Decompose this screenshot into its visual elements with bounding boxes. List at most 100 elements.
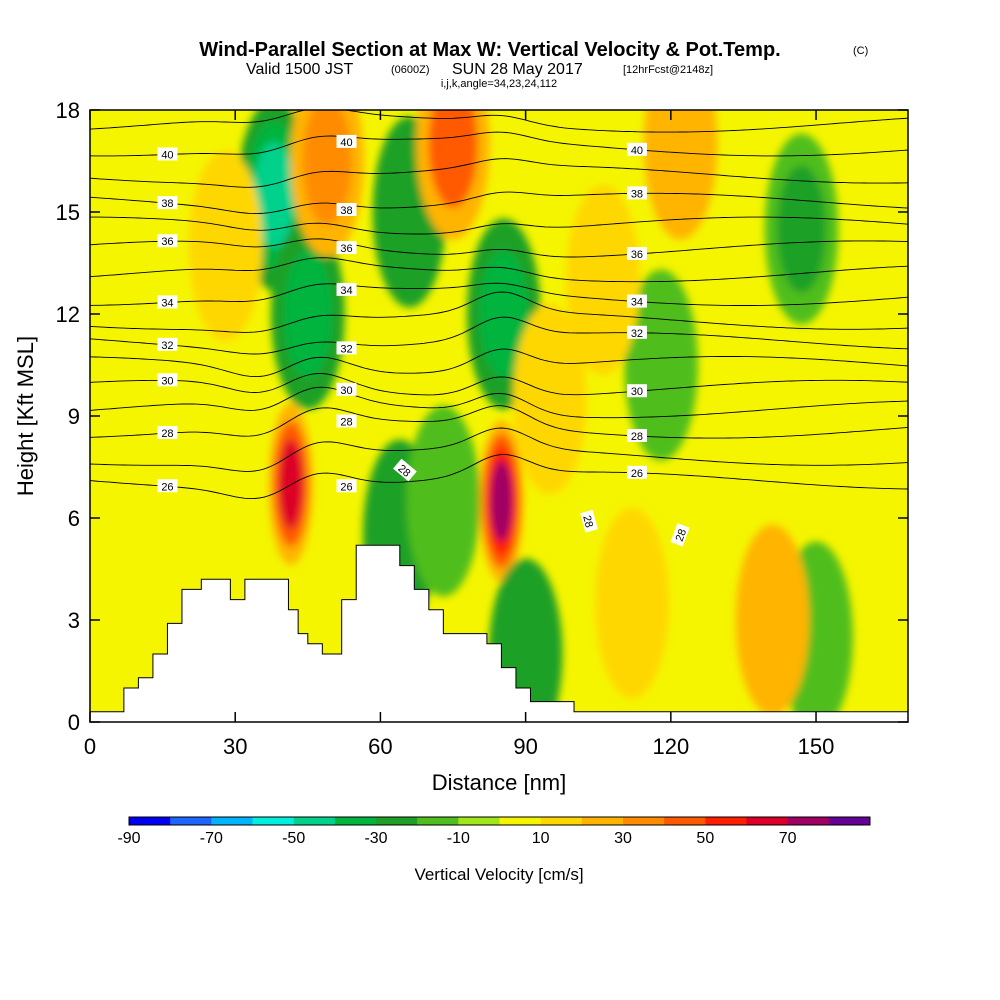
colorbar-segment--20 bbox=[417, 817, 459, 825]
colorbar-tick-labels: -90 -70 -50 -30 -10 10 30 50 70 bbox=[117, 830, 796, 847]
isentrope-label-40-2: 40 bbox=[626, 142, 647, 157]
colorbar-segment-80 bbox=[828, 817, 871, 825]
colorbar-segment--40 bbox=[334, 817, 377, 825]
svg-text:40: 40 bbox=[631, 145, 643, 157]
svg-text:26: 26 bbox=[631, 468, 643, 480]
colorbar-segment-10 bbox=[540, 817, 583, 825]
velocity-feature-19-ring-0 bbox=[513, 303, 587, 495]
isentrope-label-38-0: 38 bbox=[157, 196, 178, 210]
colorbar-segment--50 bbox=[293, 817, 336, 825]
isentrope-label-28-1: 28 bbox=[336, 414, 357, 428]
velocity-feature-18-ring-0 bbox=[735, 524, 810, 716]
vertical-velocity-field bbox=[188, 110, 853, 722]
isentrope-39 bbox=[90, 158, 908, 188]
copyright-mark: (C) bbox=[853, 45, 868, 57]
isentrope-label-36-2: 36 bbox=[626, 246, 647, 261]
velocity-feature-5-ring-0 bbox=[406, 405, 481, 597]
isentrope-41 bbox=[90, 110, 908, 133]
isentrope-34 bbox=[90, 282, 908, 306]
svg-text:30: 30 bbox=[161, 375, 173, 387]
svg-text:36: 36 bbox=[631, 249, 643, 261]
colorbar-segment-20 bbox=[581, 817, 624, 825]
colorbar-frame bbox=[128, 816, 871, 826]
y-tick-label-15: 15 bbox=[56, 200, 80, 225]
isentrope-label-34-2: 34 bbox=[626, 294, 647, 309]
colorbar-segment--70 bbox=[211, 817, 253, 825]
terrain-mask bbox=[90, 544, 908, 722]
colorbar-segment-0 bbox=[499, 817, 542, 825]
x-tick-label-90: 90 bbox=[513, 734, 537, 759]
isentrope-35 bbox=[90, 257, 908, 283]
isentrope-label-26-0: 26 bbox=[157, 479, 178, 493]
isentrope-label-38-1: 38 bbox=[336, 202, 357, 217]
svg-text:36: 36 bbox=[340, 243, 352, 255]
x-tick-label-0: 0 bbox=[84, 734, 96, 759]
velocity-feature-12-ring-1 bbox=[428, 110, 478, 208]
isentrope-label-36-1: 36 bbox=[336, 241, 357, 255]
colorbar-segment-70 bbox=[787, 817, 830, 825]
velocity-feature-1-ring-3 bbox=[490, 460, 513, 542]
colorbar-tick--70: -70 bbox=[200, 830, 223, 847]
subtitle-forecast: [12hrFcst@2148z] bbox=[623, 64, 713, 76]
svg-text:32: 32 bbox=[340, 343, 352, 355]
velocity-feature-3-ring-1 bbox=[283, 250, 333, 378]
svg-text:26: 26 bbox=[340, 481, 352, 493]
subtitle-date: SUN 28 May 2017 bbox=[452, 61, 583, 78]
isentrope-label-26-1: 26 bbox=[336, 479, 357, 493]
low-theta-label-1: 28 bbox=[580, 509, 598, 533]
colorbar-segment-40 bbox=[664, 817, 706, 825]
x-tick-label-150: 150 bbox=[798, 734, 835, 759]
svg-text:38: 38 bbox=[631, 188, 643, 200]
svg-text:32: 32 bbox=[161, 340, 173, 352]
subtitle-indices: i,j,k,angle=34,23,24,112 bbox=[441, 78, 557, 90]
low-theta-label-2: 28 bbox=[670, 523, 690, 547]
colorbar-segment-30 bbox=[623, 817, 665, 825]
velocity-feature-2-ring-2 bbox=[253, 141, 295, 249]
svg-text:32: 32 bbox=[631, 328, 643, 340]
x-tick-label-120: 120 bbox=[652, 734, 689, 759]
x-tick-label-30: 30 bbox=[223, 734, 247, 759]
plot-area: 26 26 26 28 28 28 30 30 30 32 32 32 34 34 34 36 36 36 38 38… bbox=[90, 110, 908, 722]
subtitle-valid: Valid 1500 JST bbox=[246, 61, 354, 78]
svg-text:30: 30 bbox=[340, 385, 352, 397]
x-tick-label-60: 60 bbox=[368, 734, 392, 759]
colorbar-tick-70: 70 bbox=[779, 830, 797, 847]
svg-text:34: 34 bbox=[340, 285, 352, 297]
svg-text:28: 28 bbox=[161, 428, 173, 440]
colorbar-tick-50: 50 bbox=[696, 830, 714, 847]
svg-text:38: 38 bbox=[161, 198, 173, 210]
velocity-feature-17-ring-0 bbox=[595, 507, 669, 699]
x-axis-title: Distance [nm] bbox=[432, 770, 567, 795]
velocity-feature-10-ring-1 bbox=[776, 165, 827, 293]
svg-text:40: 40 bbox=[340, 137, 352, 149]
isentrope-33 bbox=[90, 291, 908, 333]
svg-text:34: 34 bbox=[161, 297, 173, 309]
y-tick-label-3: 3 bbox=[68, 608, 80, 633]
isentrope-label-40-0: 40 bbox=[157, 147, 178, 161]
isentrope-label-30-0: 30 bbox=[157, 373, 178, 387]
y-tick-label-18: 18 bbox=[56, 98, 80, 123]
isentrope-label-30-1: 30 bbox=[336, 382, 357, 397]
isentrope-label-28-2: 28 bbox=[626, 429, 647, 443]
velocity-feature-16-ring-0 bbox=[643, 110, 718, 240]
isentrope-label-32-2: 32 bbox=[626, 325, 647, 340]
isentrope-label-34-1: 34 bbox=[336, 282, 357, 297]
isentrope-26 bbox=[90, 454, 908, 500]
colorbar-segment--60 bbox=[252, 817, 295, 825]
chart-title: Wind-Parallel Section at Max W: Vertical… bbox=[199, 39, 780, 61]
velocity-feature-6-ring-1 bbox=[479, 250, 529, 378]
colorbar-tick--30: -30 bbox=[364, 830, 387, 847]
isentrope-label-38-2: 38 bbox=[626, 186, 647, 200]
colorbar-segment--80 bbox=[170, 817, 212, 825]
colorbar-segment-60 bbox=[746, 817, 789, 825]
potential-temperature-contours: 26 26 26 28 28 28 30 30 30 32 32 32 34 34 34 36 36 36 38 38… bbox=[90, 110, 908, 547]
isentrope-32 bbox=[90, 316, 908, 355]
velocity-feature-0-ring-2 bbox=[278, 439, 304, 529]
velocity-feature-15-ring-0 bbox=[566, 184, 640, 376]
colorbar-tick--10: -10 bbox=[447, 830, 470, 847]
isentrope-label-30-2: 30 bbox=[626, 384, 647, 398]
y-axis-title: Height [Kft MSL] bbox=[13, 336, 38, 496]
colorbar-tick--90: -90 bbox=[117, 830, 140, 847]
